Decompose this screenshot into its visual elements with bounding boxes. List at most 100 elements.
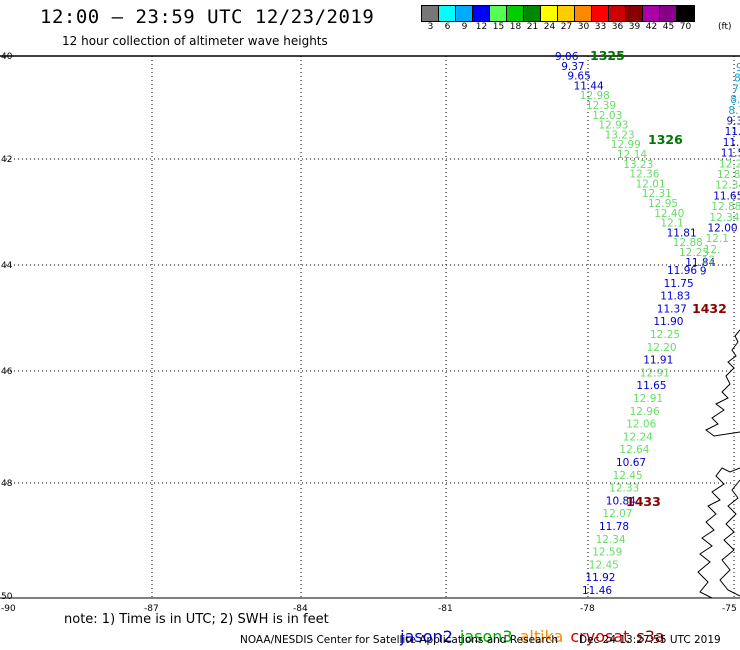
- longitude-tick-label: -78: [580, 604, 595, 614]
- wave-height-label: 11.96: [667, 265, 697, 277]
- wave-height-label: 12.99: [611, 139, 641, 151]
- colorbar-unit: (ft): [718, 22, 732, 32]
- colorbar-label: 12: [475, 22, 488, 32]
- wave-height-label: 11.83: [660, 291, 690, 303]
- wave-height-label: 12: [702, 255, 715, 267]
- wave-height-label: 11.46: [582, 585, 612, 597]
- wave-height-label: 11.81: [667, 227, 697, 239]
- wave-height-label: 12.20: [647, 342, 677, 354]
- wave-height-label: 12.03: [592, 110, 622, 122]
- wave-height-label: 11.56: [721, 148, 740, 160]
- colorbar-bin: 27: [557, 5, 576, 35]
- wave-height-label: 12.40: [654, 208, 684, 220]
- wave-height-tracks: 9.069.379.6511.4412.9812.3912.0312.9313.…: [555, 48, 740, 597]
- latitude-tick-label: 44: [1, 261, 13, 271]
- pass-time-label: 1433: [626, 494, 661, 509]
- wave-height-label: 8: [734, 73, 740, 85]
- colorbar-label: 33: [594, 22, 607, 32]
- pass-time-label: 1325: [590, 48, 625, 63]
- colorbar-label: 39: [628, 22, 641, 32]
- wave-height-label: 12.91: [640, 367, 670, 379]
- colorbar-label: 30: [577, 22, 590, 32]
- corner-tick-label: -90: [1, 604, 16, 614]
- wave-height-label: 12.14: [617, 149, 647, 161]
- wave-height-label: 12.95: [648, 198, 678, 210]
- colorbar-label: 18: [509, 22, 522, 32]
- wave-height-label: 12.34: [709, 212, 739, 224]
- map-title: 12:00 – 23:59 UTC 12/23/2019: [40, 6, 375, 28]
- wave-height-label: 12.33: [609, 483, 639, 495]
- footer-timestamp: Dec 24 13:27:55 UTC 2019: [579, 634, 721, 646]
- wave-height-label: 12.39: [586, 100, 616, 112]
- wave-height-label: 12.06: [626, 419, 656, 431]
- corner-tick-label: -75: [722, 604, 737, 614]
- footer-note: note: 1) Time is in UTC; 2) SWH is in fe…: [64, 612, 329, 627]
- wave-height-label: 8.7: [728, 105, 740, 117]
- wave-height-label: 9.06: [555, 51, 579, 63]
- longitude-tick-label: -81: [438, 604, 453, 614]
- colorbar-label: 24: [543, 22, 556, 32]
- longitude-tick-label: -87: [144, 604, 159, 614]
- colorbar-label: 70: [679, 22, 692, 32]
- legend-s3a: s3a: [636, 627, 665, 646]
- latitude-tick-label: 48: [1, 479, 13, 489]
- wave-height-label: 11.65: [636, 380, 666, 392]
- satellite-legend: jason2 jason3 altika cryosat s3a: [390, 608, 672, 646]
- latitude-tick-label: 42: [1, 155, 12, 165]
- wave-height-label: 12.: [704, 244, 721, 256]
- wave-height-label: 12.59: [592, 547, 622, 559]
- wave-height-label: 11.37: [657, 303, 687, 315]
- wave-height-label: 11.92: [585, 572, 615, 584]
- wave-height-label: 12.96: [630, 406, 660, 418]
- wave-height-label: 11.12: [725, 126, 740, 138]
- wave-height-label: 12.36: [629, 169, 659, 181]
- coastline-segment: [719, 479, 740, 597]
- colorbar-label: 21: [526, 22, 539, 32]
- wave-height-label: 12.93: [598, 120, 628, 132]
- wave-height-label: 9.33: [727, 116, 740, 128]
- wave-height-label: 12.88: [673, 237, 703, 249]
- wave-height-label: 13.23: [605, 129, 635, 141]
- wave-height-label: 10.67: [616, 457, 646, 469]
- wave-height-label: 12.26: [719, 158, 740, 170]
- wave-height-label: 12.25: [679, 247, 709, 259]
- wave-height-label: 9.65: [567, 71, 590, 83]
- axis-ticks: 40 42 44 46 48 50 -87 -84 -81 -78 -90 -75: [1, 52, 737, 614]
- wave-height-label: 11.44: [574, 80, 604, 92]
- wave-height-label: 9: [736, 62, 740, 74]
- map-subtitle: 12 hour collection of altimeter wave hei…: [62, 34, 328, 48]
- wave-height-label: 12.34: [715, 180, 740, 192]
- latitude-tick-label: 50: [1, 592, 13, 602]
- latitude-tick-label: 40: [1, 52, 13, 62]
- wave-height-label: 12.88: [711, 201, 740, 213]
- wave-height-label: 8.3: [730, 94, 740, 106]
- colorbar-bin: 70: [676, 5, 695, 35]
- longitude-tick-label: -84: [293, 604, 308, 614]
- wave-height-label: 9.37: [561, 61, 584, 73]
- colorbar-label: 15: [492, 22, 505, 32]
- wave-height-label: 10.84: [606, 495, 636, 507]
- wave-height-label: 12.91: [633, 393, 663, 405]
- colorbar-label: 42: [645, 22, 658, 32]
- colorbar-label: 9: [461, 22, 468, 32]
- wave-height-label: 12.07: [602, 508, 632, 520]
- colorbar-label: 3: [427, 22, 434, 32]
- latitude-tick-label: 46: [1, 367, 13, 377]
- wave-height-label: 12.98: [580, 90, 610, 102]
- wave-height-label: 12.45: [589, 559, 619, 571]
- colorbar-label: 36: [611, 22, 624, 32]
- pass-time-label: 1326: [648, 132, 683, 147]
- legend-jason3: jason3: [459, 627, 513, 646]
- wave-height-label: 11.06: [723, 137, 740, 149]
- wave-height-label: 11.65: [713, 190, 740, 202]
- coastline: [697, 329, 740, 599]
- wave-height-label: 12.1: [706, 233, 729, 245]
- colorbar-swatch: [676, 5, 695, 22]
- wave-height-label: 11.91: [643, 355, 673, 367]
- coastline-segment: [705, 329, 740, 437]
- pass-time-label: 1432: [692, 301, 727, 316]
- wave-height-label: 7: [732, 83, 739, 95]
- wave-height-label: 12.45: [613, 470, 643, 482]
- wave-height-label: 11.84: [685, 257, 715, 269]
